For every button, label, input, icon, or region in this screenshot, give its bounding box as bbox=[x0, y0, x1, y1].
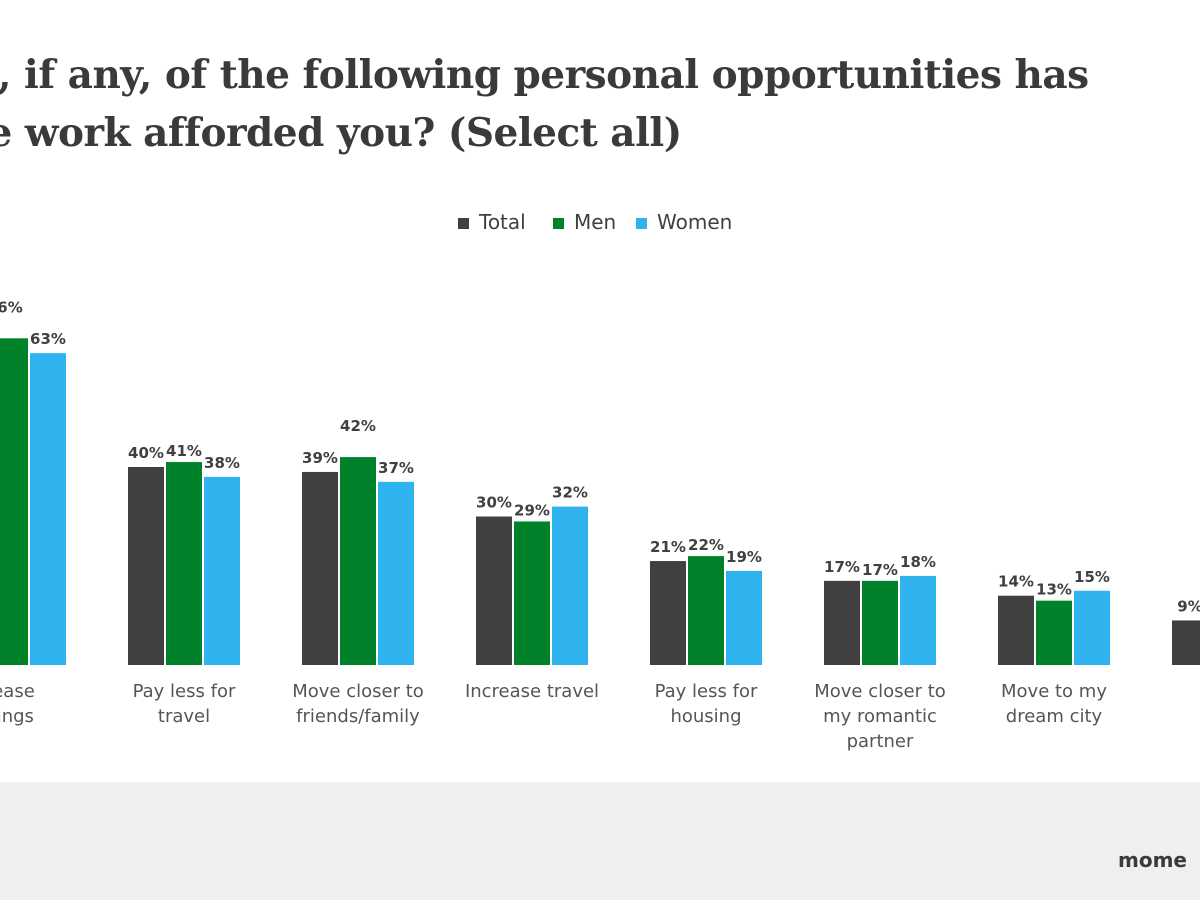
category-label-5-line-1: my romantic bbox=[823, 706, 937, 727]
legend-swatch-men bbox=[553, 218, 564, 229]
bar-men-1 bbox=[166, 462, 202, 665]
bar-total-6 bbox=[998, 595, 1034, 665]
category-label-1-line-0: Pay less for bbox=[133, 681, 236, 702]
data-label-men-6: 13% bbox=[1036, 581, 1072, 599]
bar-total-2 bbox=[302, 471, 338, 665]
data-label-women-0: 63% bbox=[30, 330, 66, 348]
chart-title-line-2: te work afforded you? (Select all) bbox=[0, 110, 682, 156]
data-label-women-1: 38% bbox=[204, 454, 240, 472]
data-label-men-2: 42% bbox=[340, 417, 376, 435]
category-label-4-line-1: housing bbox=[670, 706, 741, 727]
category-label-4-line-0: Pay less for bbox=[655, 681, 758, 702]
bar-women-4 bbox=[726, 570, 762, 665]
bar-men-4 bbox=[688, 556, 724, 665]
legend-swatch-women bbox=[636, 218, 647, 229]
category-label-6-line-0: Move to my bbox=[1001, 681, 1107, 702]
bar-men-0 bbox=[0, 338, 28, 665]
brand-logo-text: mome bbox=[1118, 848, 1187, 872]
legend-label-total: Total bbox=[478, 210, 526, 234]
data-label-total-1: 40% bbox=[128, 444, 164, 462]
data-label-women-2: 37% bbox=[378, 459, 414, 477]
category-label-6-line-1: dream city bbox=[1006, 706, 1103, 727]
legend-label-men: Men bbox=[574, 210, 616, 234]
bar-total-3 bbox=[476, 516, 512, 665]
bar-men-6 bbox=[1036, 600, 1072, 665]
data-label-total-6: 14% bbox=[998, 573, 1034, 591]
bar-total-4 bbox=[650, 561, 686, 665]
category-label-5-line-2: partner bbox=[847, 731, 914, 752]
data-label-men-4: 22% bbox=[688, 536, 724, 554]
category-label-0-line-1: vings bbox=[0, 706, 34, 727]
bar-women-5 bbox=[900, 575, 936, 665]
data-label-women-6: 15% bbox=[1074, 568, 1110, 586]
bar-total-1 bbox=[128, 467, 164, 665]
data-label-total-3: 30% bbox=[476, 494, 512, 512]
data-label-total-5: 17% bbox=[824, 558, 860, 576]
bar-men-5 bbox=[862, 580, 898, 665]
bar-women-6 bbox=[1074, 590, 1110, 665]
data-label-men-3: 29% bbox=[514, 501, 550, 519]
bar-women-2 bbox=[378, 481, 414, 665]
bar-men-3 bbox=[514, 521, 550, 665]
data-label-total-7: 9% bbox=[1177, 597, 1200, 615]
data-label-men-0: 6% bbox=[0, 298, 23, 316]
bar-total-7 bbox=[1172, 620, 1200, 665]
category-label-2-line-0: Move closer to bbox=[292, 681, 424, 702]
footer-band bbox=[0, 782, 1200, 900]
bar-total-5 bbox=[824, 580, 860, 665]
bar-women-0 bbox=[30, 353, 66, 665]
bar-chart: Total Men Women 6% 63% rease vings 40%41%38% Pay… bbox=[0, 210, 1200, 752]
category-label-0-line-0: rease bbox=[0, 681, 35, 702]
legend-swatch-total bbox=[458, 218, 469, 229]
data-label-men-5: 17% bbox=[862, 561, 898, 579]
data-label-total-2: 39% bbox=[302, 449, 338, 467]
chart-title: h, if any, of the following personal opp… bbox=[0, 46, 1200, 162]
data-label-women-4: 19% bbox=[726, 548, 762, 566]
bar-women-1 bbox=[204, 476, 240, 665]
data-label-total-4: 21% bbox=[650, 538, 686, 556]
data-label-men-1: 41% bbox=[166, 442, 202, 460]
bar-men-2 bbox=[340, 457, 376, 665]
category-label-3-line-0: Increase travel bbox=[465, 681, 599, 702]
category-label-2-line-1: friends/family bbox=[296, 706, 420, 727]
category-label-5-line-0: Move closer to bbox=[814, 681, 946, 702]
chart-title-line-1: h, if any, of the following personal opp… bbox=[0, 52, 1089, 98]
legend-label-women: Women bbox=[657, 210, 732, 234]
category-label-1-line-1: travel bbox=[158, 706, 210, 727]
bar-women-3 bbox=[552, 506, 588, 665]
data-label-women-5: 18% bbox=[900, 553, 936, 571]
data-label-women-3: 32% bbox=[552, 484, 588, 502]
